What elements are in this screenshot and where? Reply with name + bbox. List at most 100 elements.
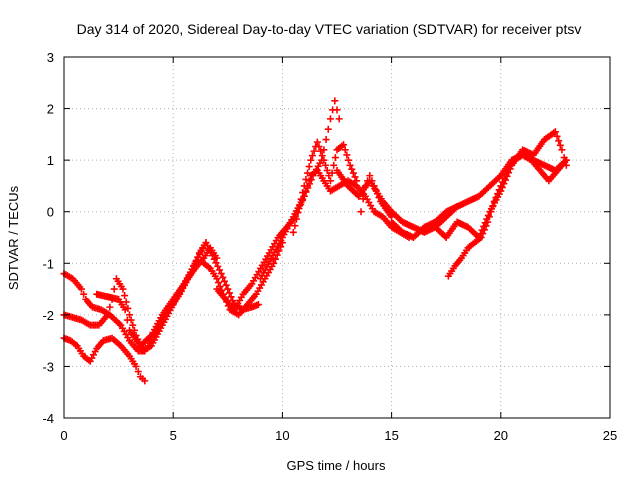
data-point bbox=[320, 156, 328, 164]
data-point bbox=[320, 146, 328, 154]
data-point bbox=[222, 281, 230, 289]
data-point bbox=[353, 177, 361, 185]
data-point bbox=[323, 166, 331, 174]
data-point bbox=[277, 243, 285, 251]
data-point bbox=[328, 169, 336, 177]
data-point bbox=[485, 213, 493, 221]
data-point bbox=[322, 161, 330, 169]
series-track-6 bbox=[257, 166, 413, 283]
data-point bbox=[492, 194, 500, 202]
data-point bbox=[106, 303, 114, 311]
series-track-11 bbox=[444, 151, 570, 280]
data-point bbox=[202, 239, 210, 247]
data-point bbox=[296, 202, 304, 210]
data-point bbox=[324, 125, 332, 133]
data-point bbox=[300, 182, 308, 190]
data-point bbox=[326, 115, 334, 123]
plot-frame bbox=[63, 56, 611, 419]
data-point bbox=[219, 273, 227, 281]
data-point bbox=[487, 208, 495, 216]
data-point bbox=[558, 146, 566, 154]
data-point bbox=[477, 234, 485, 241]
x-axis-label: GPS time / hours bbox=[287, 458, 386, 473]
data-point bbox=[214, 262, 222, 270]
data-point bbox=[310, 147, 318, 155]
x-tick-label: 5 bbox=[170, 428, 177, 443]
data-point bbox=[340, 141, 348, 149]
data-point bbox=[479, 230, 487, 238]
data-point bbox=[224, 302, 232, 310]
y-tick-label: -4 bbox=[42, 411, 54, 426]
data-point bbox=[224, 285, 232, 293]
data-point bbox=[216, 282, 224, 290]
data-point bbox=[500, 174, 508, 182]
data-point bbox=[77, 285, 85, 293]
data-point bbox=[331, 97, 339, 105]
data-point bbox=[104, 311, 112, 319]
data-point bbox=[80, 290, 88, 298]
data-point bbox=[305, 163, 313, 171]
data-point bbox=[294, 208, 302, 216]
data-point bbox=[141, 377, 149, 385]
data-point bbox=[484, 211, 492, 219]
data-point bbox=[217, 270, 225, 278]
data-point bbox=[292, 215, 300, 223]
data-point bbox=[551, 128, 559, 136]
data-point bbox=[494, 190, 502, 198]
data-point bbox=[134, 368, 142, 376]
data-point bbox=[348, 165, 356, 173]
data-point bbox=[126, 311, 134, 319]
data-point bbox=[317, 147, 325, 155]
data-point bbox=[489, 203, 497, 211]
data-point bbox=[331, 154, 339, 162]
y-tick-label: 0 bbox=[47, 205, 54, 220]
data-point bbox=[359, 195, 367, 203]
data-point bbox=[225, 289, 233, 297]
data-point bbox=[119, 285, 127, 293]
data-point bbox=[495, 186, 503, 194]
y-tick-label: -3 bbox=[42, 359, 54, 374]
data-point bbox=[330, 161, 338, 169]
series-track-1 bbox=[60, 239, 262, 355]
series-track-5 bbox=[213, 97, 343, 314]
data-point bbox=[346, 161, 354, 169]
data-point bbox=[556, 141, 564, 149]
data-point bbox=[318, 152, 326, 160]
data-point bbox=[490, 197, 498, 205]
data-point bbox=[278, 239, 286, 247]
data-point bbox=[227, 293, 235, 301]
data-point bbox=[349, 169, 357, 177]
data-point bbox=[322, 136, 330, 144]
x-tick-label: 10 bbox=[275, 428, 289, 443]
data-point bbox=[333, 106, 341, 114]
x-tick-label: 15 bbox=[384, 428, 398, 443]
data-point bbox=[482, 222, 490, 230]
data-point bbox=[326, 177, 334, 185]
data-point bbox=[302, 175, 310, 183]
data-point bbox=[221, 277, 229, 285]
data-point bbox=[289, 228, 297, 236]
data-point bbox=[498, 178, 506, 186]
data-point bbox=[502, 170, 510, 178]
data-point bbox=[315, 143, 323, 151]
data-point bbox=[480, 226, 488, 234]
data-point bbox=[299, 189, 307, 197]
y-tick-label: 3 bbox=[47, 50, 54, 65]
data-point bbox=[555, 137, 563, 145]
data-point bbox=[213, 275, 221, 283]
data-point bbox=[110, 285, 118, 293]
y-tick-label: 2 bbox=[47, 102, 54, 117]
series-track-4 bbox=[93, 239, 210, 350]
data-point bbox=[307, 156, 315, 164]
data-point bbox=[223, 298, 231, 306]
data-point bbox=[129, 321, 137, 329]
x-tick-label: 25 bbox=[603, 428, 617, 443]
y-tick-label: -1 bbox=[42, 256, 54, 271]
data-point bbox=[123, 316, 131, 324]
data-point bbox=[213, 254, 221, 262]
data-point bbox=[121, 292, 129, 300]
axis-ticks: 0 5 10 15 20 25 -4 -3 -2 -1 0 1 2 3 bbox=[42, 50, 617, 443]
x-tick-label: 0 bbox=[60, 428, 67, 443]
data-point bbox=[297, 195, 305, 203]
